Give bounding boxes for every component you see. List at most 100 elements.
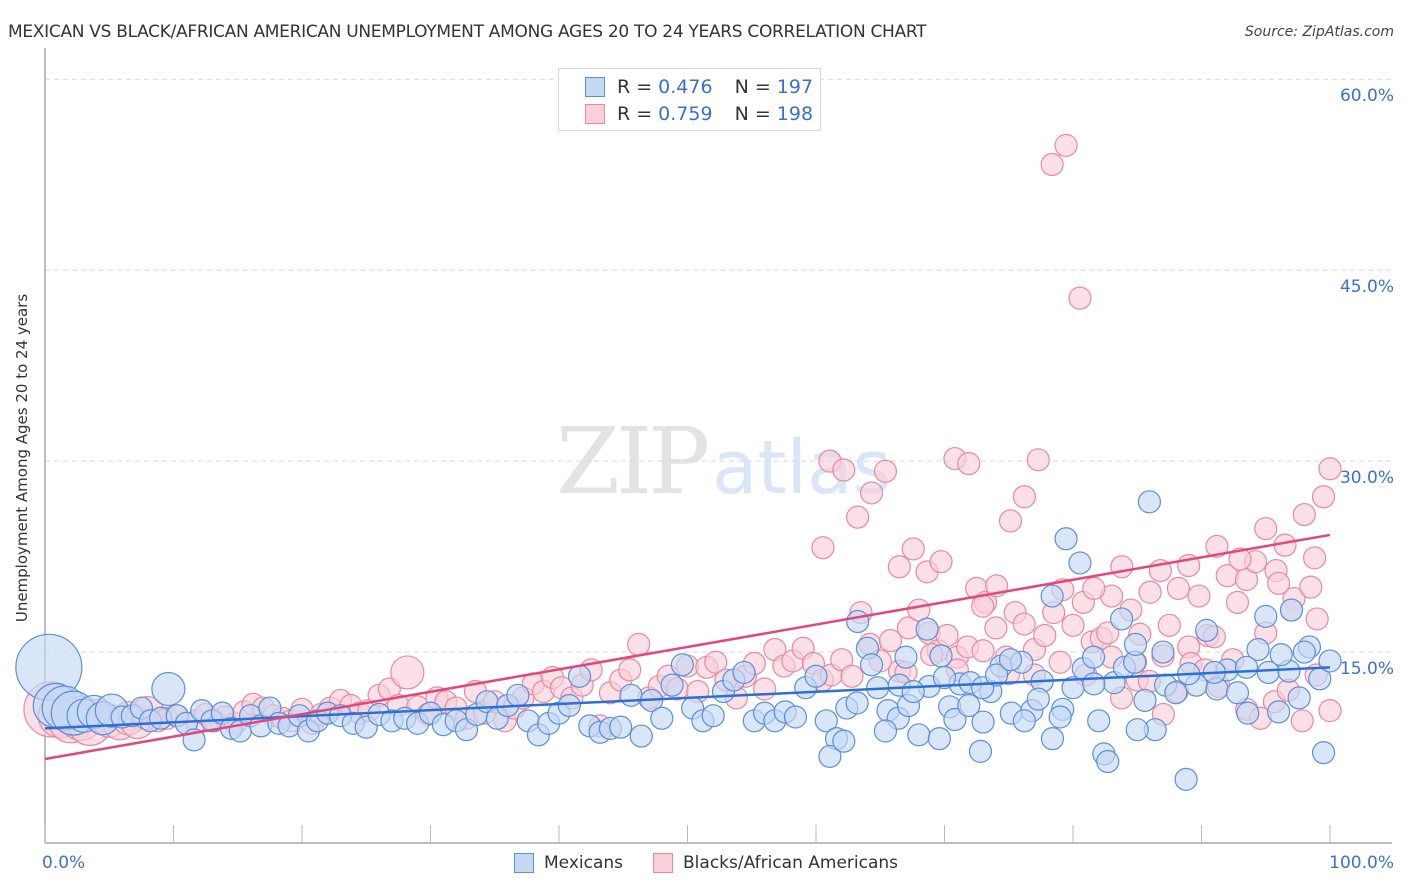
mexicans-point <box>1087 709 1111 733</box>
blacks-point <box>1299 575 1323 599</box>
blacks-point <box>832 458 856 482</box>
blacks-point <box>1290 709 1314 733</box>
mexicans-point <box>609 715 633 739</box>
blacks-point <box>1311 485 1336 509</box>
r-label: R = <box>617 103 653 125</box>
blacks-point <box>1305 607 1329 631</box>
mexicans-point <box>1164 681 1188 705</box>
legend-swatch-blacks <box>585 104 605 124</box>
legend-item-mexicans[interactable]: Mexicans <box>514 853 623 873</box>
mexicans-point <box>1195 618 1219 643</box>
blacks-point <box>859 481 884 505</box>
mexicans-point <box>567 664 592 688</box>
mexicans-point <box>873 719 898 743</box>
mexicans-point <box>670 653 694 677</box>
mexicans-point <box>1151 640 1175 664</box>
legend-label-mexicans: Mexicans <box>544 853 624 873</box>
mexicans-point <box>732 660 756 685</box>
blacks-point <box>1138 580 1162 604</box>
y-tick-label: 15.0% <box>1339 659 1394 679</box>
mexicans-point <box>929 644 953 668</box>
mexicans-point <box>1012 709 1036 733</box>
mexicans-point <box>957 693 981 718</box>
blacks-point <box>1068 286 1092 310</box>
blacks-point <box>1228 547 1252 571</box>
mexicans-point <box>1081 645 1106 669</box>
chart-title: MEXICAN VS BLACK/AFRICAN AMERICAN UNEMPL… <box>8 22 927 42</box>
legend-swatch-mexicans <box>514 853 534 873</box>
blacks-point <box>878 628 903 653</box>
y-axis-label: Unemployment Among Ages 20 to 24 years <box>13 293 31 623</box>
blacks-point <box>887 555 911 579</box>
n-value: 198 <box>776 103 814 125</box>
legend-swatch-mexicans <box>585 77 605 97</box>
mexicans-point <box>1269 642 1293 667</box>
y-tick-label: 45.0% <box>1339 277 1394 297</box>
mexicans-point <box>1068 551 1092 575</box>
n-label: N = <box>734 103 771 125</box>
blacks-point <box>1254 516 1278 541</box>
mexicans-point <box>971 710 995 734</box>
mexicans-point <box>1254 604 1278 629</box>
r-value: 0.759 <box>658 103 713 125</box>
r-value: 0.476 <box>658 76 713 98</box>
mexicans-point <box>927 727 951 751</box>
mexicans-point <box>1174 767 1198 791</box>
mexicans-point <box>1225 681 1250 705</box>
blacks-point <box>830 648 854 672</box>
mexicans-point <box>1040 727 1065 751</box>
legend-item-blacks[interactable]: Blacks/African Americans <box>653 853 898 873</box>
blacks-point <box>1061 613 1085 637</box>
mexicans-point <box>1026 687 1050 711</box>
mexicans-point <box>859 653 884 677</box>
source-label: Source: ZipAtlas.com <box>1244 24 1394 40</box>
blacks-point <box>901 537 925 561</box>
mexicans-point <box>1311 741 1336 765</box>
blacks-point <box>1054 133 1078 157</box>
blacks-point <box>1292 502 1316 527</box>
mexicans-point <box>915 617 939 641</box>
blacks-point <box>1318 699 1342 723</box>
blacks-point <box>929 550 953 574</box>
blacks-point <box>1110 555 1134 579</box>
mexicans-point <box>901 679 925 704</box>
blacks-point <box>1082 576 1106 601</box>
blacks-point <box>1012 485 1036 509</box>
mexicans-point <box>968 739 993 763</box>
blacks-point <box>627 632 651 657</box>
blacks-point <box>390 655 425 690</box>
blacks-point <box>1048 650 1072 674</box>
mexicans-point <box>701 704 725 728</box>
blacks-point <box>840 664 864 688</box>
mexicans-trend-line <box>44 666 1331 730</box>
mexicans-point <box>629 724 653 748</box>
blacks-point <box>811 536 835 560</box>
mexicans-point <box>814 709 838 733</box>
mexicans-point <box>660 673 684 697</box>
mexicans-point <box>1048 705 1072 729</box>
n-value: 197 <box>776 76 814 98</box>
mexicans-point <box>1133 688 1157 713</box>
mexicans-point <box>984 663 1009 687</box>
blacks-point <box>1205 534 1229 558</box>
mexicans-point <box>1292 640 1316 664</box>
mexicans-point <box>1082 672 1106 696</box>
blacks-point <box>984 616 1008 640</box>
mexicans-point <box>998 648 1023 672</box>
mexicans-point <box>907 723 931 747</box>
n-label: N = <box>734 76 771 98</box>
blacks-point <box>971 639 995 663</box>
mexicans-point <box>846 609 870 634</box>
blacks-point <box>618 658 642 682</box>
blacks-point <box>957 452 981 476</box>
blacks-point <box>846 505 870 529</box>
mexicans-point <box>818 744 842 769</box>
blacks-point <box>1033 623 1057 648</box>
blacks-point <box>1040 152 1064 177</box>
mexicans-point <box>1236 701 1260 725</box>
x-tick-label: 100.0% <box>1329 853 1394 873</box>
mexicans-point <box>1279 598 1304 622</box>
trend-lines <box>44 533 1331 761</box>
blacks-point <box>752 677 777 701</box>
